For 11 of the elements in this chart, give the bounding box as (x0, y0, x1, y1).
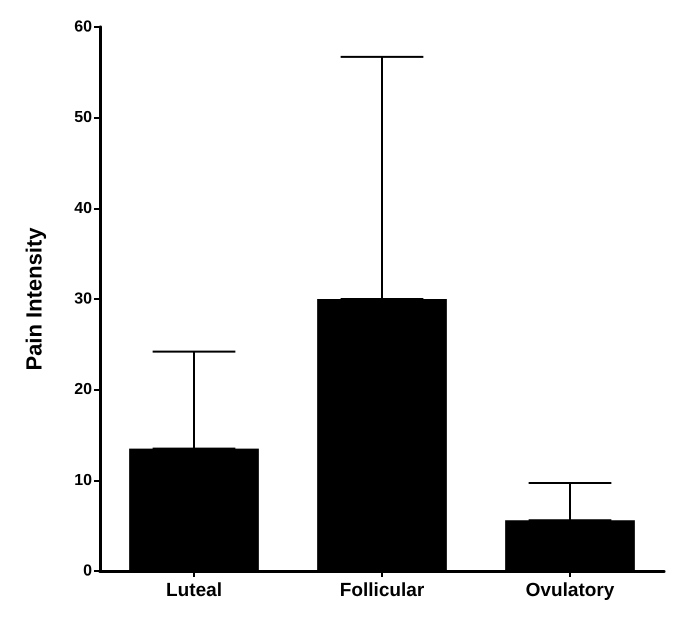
y-axis-title: Pain Intensity (22, 226, 46, 371)
x-tick-label: Follicular (340, 580, 425, 601)
y-tick-label: 50 (74, 109, 92, 126)
y-tick-label: 10 (74, 472, 92, 489)
x-tick-label: Ovulatory (526, 580, 615, 601)
y-tick-label: 30 (74, 290, 92, 308)
y-tick-label: 20 (74, 381, 92, 398)
x-tick-label: Luteal (166, 580, 222, 601)
y-tick-label: 0 (83, 562, 92, 580)
y-tick-label: 40 (74, 200, 92, 217)
y-tick-label: 60 (74, 18, 92, 36)
